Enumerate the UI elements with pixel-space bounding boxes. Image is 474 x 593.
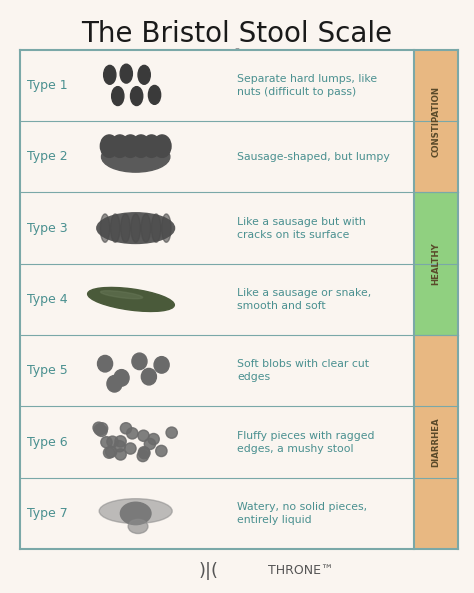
Bar	[20, 50, 414, 121]
Bar	[20, 193, 414, 264]
Ellipse shape	[99, 499, 172, 524]
Text: Watery, no solid pieces,
entirely liquid: Watery, no solid pieces, entirely liquid	[237, 502, 367, 525]
Ellipse shape	[144, 438, 155, 449]
Ellipse shape	[94, 424, 105, 435]
Text: Type 2: Type 2	[27, 150, 68, 163]
Bar	[20, 121, 414, 193]
Ellipse shape	[110, 214, 120, 243]
Ellipse shape	[138, 447, 150, 458]
Bar	[20, 406, 414, 478]
Ellipse shape	[148, 85, 161, 104]
Text: THRONE™: THRONE™	[268, 565, 333, 578]
Ellipse shape	[101, 436, 112, 448]
Ellipse shape	[156, 445, 167, 457]
Ellipse shape	[96, 423, 108, 434]
Ellipse shape	[120, 502, 151, 525]
Ellipse shape	[100, 291, 143, 299]
Circle shape	[111, 135, 129, 157]
Ellipse shape	[120, 423, 132, 434]
Ellipse shape	[101, 142, 170, 172]
Text: Type 7: Type 7	[27, 507, 68, 520]
Text: -: -	[235, 43, 239, 57]
Ellipse shape	[96, 425, 107, 436]
Text: Fluffy pieces with ragged
edges, a mushy stool: Fluffy pieces with ragged edges, a mushy…	[237, 431, 374, 454]
Bar	[414, 335, 458, 549]
Text: HEALTHY: HEALTHY	[432, 243, 441, 285]
Ellipse shape	[127, 428, 138, 439]
Text: Soft blobs with clear cut
edges: Soft blobs with clear cut edges	[237, 359, 369, 382]
Ellipse shape	[137, 451, 148, 461]
Ellipse shape	[138, 430, 149, 441]
Text: Type 3: Type 3	[27, 222, 68, 235]
Text: Type 4: Type 4	[27, 293, 68, 306]
Text: Like a sausage but with
cracks on its surface: Like a sausage but with cracks on its su…	[237, 216, 366, 240]
Ellipse shape	[131, 214, 140, 243]
Bar	[414, 50, 458, 193]
Ellipse shape	[141, 214, 151, 243]
Text: Like a sausage or snake,
smooth and soft: Like a sausage or snake, smooth and soft	[237, 288, 371, 311]
Ellipse shape	[120, 64, 132, 83]
Ellipse shape	[121, 214, 130, 243]
Ellipse shape	[115, 449, 126, 460]
Bar	[20, 264, 414, 335]
Ellipse shape	[139, 448, 150, 459]
Text: Type 1: Type 1	[27, 79, 68, 92]
Text: Separate hard lumps, like
nuts (difficult to pass): Separate hard lumps, like nuts (difficul…	[237, 74, 377, 97]
Ellipse shape	[128, 519, 148, 534]
Ellipse shape	[103, 447, 115, 458]
Ellipse shape	[138, 65, 150, 84]
Text: )|(: )|(	[199, 562, 219, 580]
Circle shape	[100, 135, 118, 157]
Text: DIARRHEA: DIARRHEA	[432, 417, 441, 467]
Ellipse shape	[112, 87, 124, 106]
Ellipse shape	[88, 288, 174, 311]
Ellipse shape	[141, 368, 156, 385]
Ellipse shape	[166, 427, 177, 438]
Text: Type 6: Type 6	[27, 436, 68, 449]
Ellipse shape	[105, 446, 117, 457]
Ellipse shape	[151, 214, 161, 243]
Circle shape	[143, 135, 161, 157]
Ellipse shape	[114, 441, 125, 452]
Ellipse shape	[154, 356, 169, 373]
Ellipse shape	[162, 214, 171, 243]
Circle shape	[153, 135, 171, 157]
Ellipse shape	[100, 214, 110, 243]
Bar	[414, 193, 458, 335]
Ellipse shape	[115, 436, 126, 447]
Ellipse shape	[125, 443, 136, 454]
Text: CONSTIPATION: CONSTIPATION	[432, 85, 441, 157]
Bar	[20, 478, 414, 549]
Bar	[20, 335, 414, 406]
Ellipse shape	[107, 375, 122, 392]
Text: The Bristol Stool Scale: The Bristol Stool Scale	[82, 20, 392, 48]
Ellipse shape	[98, 355, 113, 372]
Ellipse shape	[114, 369, 129, 386]
Circle shape	[132, 135, 150, 157]
Ellipse shape	[104, 65, 116, 84]
Text: Type 5: Type 5	[27, 364, 68, 377]
Ellipse shape	[130, 87, 143, 106]
Ellipse shape	[97, 213, 174, 244]
Ellipse shape	[132, 353, 147, 369]
Ellipse shape	[148, 433, 159, 445]
Ellipse shape	[107, 436, 118, 447]
Ellipse shape	[93, 422, 104, 433]
Text: Sausage-shaped, but lumpy: Sausage-shaped, but lumpy	[237, 152, 390, 162]
Circle shape	[121, 135, 139, 157]
